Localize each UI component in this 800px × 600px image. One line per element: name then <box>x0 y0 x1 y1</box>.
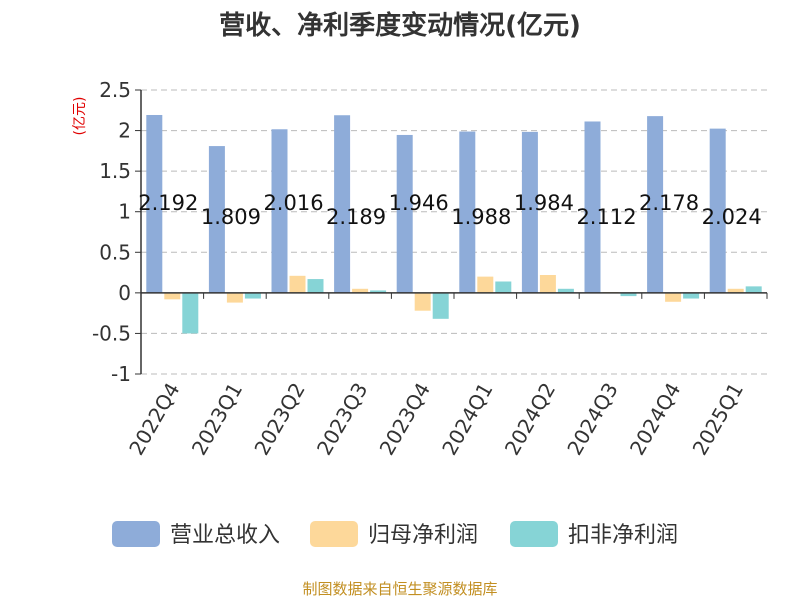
bar-series1-2023Q2 <box>289 275 306 293</box>
revenue-data-label: 1.988 <box>451 205 511 229</box>
revenue-data-label: 1.809 <box>201 205 261 229</box>
gridlines <box>141 89 767 375</box>
y-axis-unit-label: (亿元) <box>72 97 88 136</box>
legend-swatch-0 <box>112 521 160 547</box>
bar-series1-2023Q4 <box>414 292 431 311</box>
y-tick-label: 2.5 <box>99 78 131 102</box>
x-tick-label: 2023Q3 <box>312 379 372 460</box>
revenue-data-label: 2.016 <box>263 191 323 215</box>
legend: 营业总收入 归母净利润 扣非净利润 <box>112 521 678 548</box>
y-tick-label: -1 <box>111 362 131 386</box>
legend-label-1: 归母净利润 <box>368 523 478 548</box>
bar-series0-2024Q4 <box>647 116 664 293</box>
x-tick-labels: 2022Q4 2023Q1 2023Q2 2023Q3 2023Q4 2024Q1 2024… <box>124 379 748 460</box>
bar-series0-2024Q2 <box>521 131 538 293</box>
revenue-data-label: 2.192 <box>138 191 198 215</box>
y-tick-label: 2 <box>118 119 131 143</box>
x-tick-label: 2023Q1 <box>187 379 247 460</box>
revenue-data-label: 1.946 <box>389 191 449 215</box>
x-tick-label: 2023Q2 <box>249 379 309 460</box>
data-labels: 2.1921.8092.0162.1891.9461.9881.9842.112… <box>138 191 762 229</box>
bar-series2-2023Q4 <box>432 292 449 319</box>
y-tick-label: 0 <box>118 281 131 305</box>
y-tick-label: -0.5 <box>92 321 131 345</box>
x-tick-label: 2022Q4 <box>124 379 184 460</box>
bar-series1-2023Q1 <box>226 292 243 303</box>
bar-series0-2023Q2 <box>271 129 288 293</box>
axes <box>135 89 768 375</box>
bar-series0-2023Q3 <box>334 115 351 293</box>
bar-series1-2022Q4 <box>164 292 181 300</box>
legend-swatch-1 <box>310 521 358 547</box>
bar-series0-2025Q1 <box>709 128 726 293</box>
bar-series2-2024Q3 <box>620 292 637 297</box>
bar-series2-2025Q1 <box>745 286 762 293</box>
bar-series0-2024Q3 <box>584 121 601 293</box>
bar-series0-2023Q1 <box>208 146 225 293</box>
x-tick-label: 2024Q4 <box>625 379 685 460</box>
y-tick-label: 1 <box>118 200 131 224</box>
x-tick-label: 2023Q4 <box>375 379 435 460</box>
bar-series1-2024Q2 <box>539 275 556 293</box>
legend-label-2: 扣非净利润 <box>568 523 678 548</box>
revenue-data-label: 2.112 <box>576 205 636 229</box>
bar-series1-2025Q1 <box>727 288 744 293</box>
x-tick-label: 2024Q2 <box>500 379 560 460</box>
bar-series2-2024Q2 <box>557 288 574 293</box>
y-tick-label: 0.5 <box>99 240 131 264</box>
bar-series2-2023Q3 <box>370 290 387 293</box>
bar-series2-2023Q1 <box>244 292 261 299</box>
revenue-data-label: 2.024 <box>702 205 762 229</box>
x-tick-label: 2025Q1 <box>688 379 748 460</box>
bars <box>146 114 762 334</box>
revenue-data-label: 2.178 <box>639 191 699 215</box>
y-tick-label: 1.5 <box>99 159 131 183</box>
bar-series1-2024Q1 <box>477 276 494 293</box>
legend-label-0: 营业总收入 <box>170 523 280 548</box>
bar-series1-2023Q3 <box>352 288 369 293</box>
bar-series2-2022Q4 <box>182 292 199 334</box>
y-tick-labels: 2.5 2 1.5 1 0.5 0 -0.5 -1 <box>92 78 131 386</box>
bar-series2-2024Q4 <box>683 292 700 299</box>
legend-swatch-2 <box>510 521 558 547</box>
bar-series0-2023Q4 <box>396 134 413 293</box>
bar-series0-2022Q4 <box>146 114 163 293</box>
bar-series0-2024Q1 <box>459 131 476 293</box>
chart-title: 营收、净利季度变动情况(亿元) <box>219 10 581 41</box>
bar-series2-2024Q1 <box>495 281 512 293</box>
x-tick-label: 2024Q3 <box>562 379 622 460</box>
bar-series2-2023Q2 <box>307 279 324 293</box>
bar-series1-2024Q4 <box>665 292 682 302</box>
x-tick-label: 2024Q1 <box>437 379 497 460</box>
revenue-data-label: 1.984 <box>514 191 574 215</box>
revenue-data-label: 2.189 <box>326 205 386 229</box>
source-note: 制图数据来自恒生聚源数据库 <box>302 580 497 598</box>
